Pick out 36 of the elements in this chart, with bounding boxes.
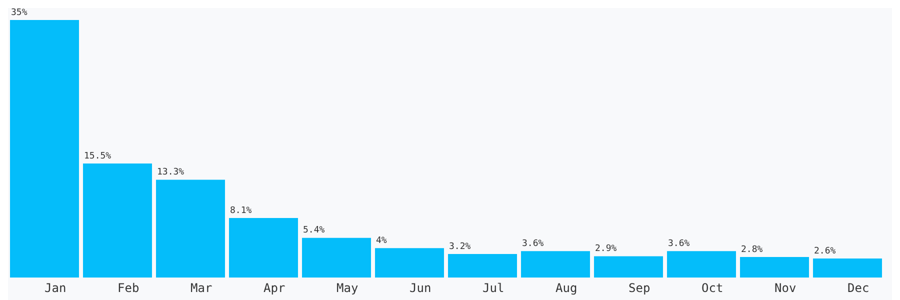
data-label: 5.4% [303,226,326,236]
x-tick-label: Aug [556,280,578,295]
data-label: 3.6% [668,238,690,249]
bar [302,238,371,278]
x-tick-label: Nov [774,280,796,295]
data-label: 3.2% [449,242,472,252]
data-label: 13.3% [157,168,185,178]
x-tick-label: Feb [118,280,140,295]
x-tick-label: Sep [628,280,650,295]
data-label: 15.5% [84,151,112,162]
bar [521,251,590,278]
data-label: 2.9% [595,244,618,254]
bar [10,20,79,278]
data-label: 3.6% [522,238,544,249]
x-tick-label: Jun [410,280,432,295]
data-label: 2.8% [741,244,764,255]
bar [156,180,225,278]
bar [740,256,809,278]
x-tick-label: May [336,280,358,295]
bar [229,218,298,278]
bar [594,256,663,278]
bar [375,248,444,278]
data-label: 8.1% [230,206,252,216]
x-tick-label: Dec [848,280,870,295]
bar [813,258,882,278]
x-tick-label: Jan [44,280,66,295]
x-tick-label: Jul [482,280,504,295]
bar [667,251,736,278]
data-label: 35% [11,8,28,18]
x-tick-label: Mar [190,280,212,295]
bar [83,164,152,278]
x-tick-label: Oct [702,280,724,295]
data-label: 2.6% [814,246,836,256]
x-tick-label: Apr [264,280,286,295]
data-label: 4% [376,236,388,246]
bar [448,254,517,278]
